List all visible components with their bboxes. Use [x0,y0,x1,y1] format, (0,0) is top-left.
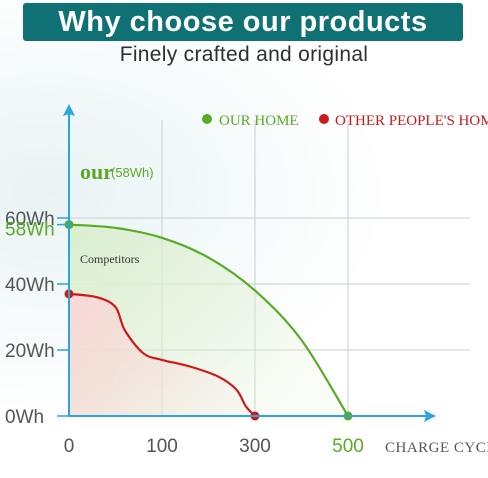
title-banner: Why choose our products [23,3,463,41]
legend-label-our-home: OUR HOME [219,113,299,129]
legend-label-other-home: OTHER PEOPLE'S HOME [335,113,488,129]
page-title: Why choose our products [58,5,428,38]
x-tick-label: 300 [239,436,271,457]
x-tick-label: 0 [64,436,75,457]
series-line-our-home [68,223,349,417]
y-axis-arrow [63,104,75,116]
x-tick-label: 100 [146,436,178,457]
series-line-other-home [68,292,256,417]
y-tick-label: 40Wh [5,275,55,296]
x-axis-label: CHARGE CYCLES [385,440,488,456]
x-tick-label: 500 [332,436,364,457]
x-axis-arrow [424,410,436,422]
annotation-competitors: Competitors [80,252,140,266]
y-tick-label-highlight: 58Wh [5,220,55,241]
annotation-our: our [80,159,113,184]
page-subtitle: Finely crafted and original [119,43,369,66]
series-area-other-home [69,293,255,416]
annotation-our-value: (58Wh) [111,165,154,180]
y-tick-label: 20Wh [5,341,55,362]
legend-marker-our-home [202,114,212,124]
y-tick-label: 60Wh [5,209,55,230]
legend-marker-other-home [319,114,329,124]
y-tick-label: 0Wh [5,407,44,428]
